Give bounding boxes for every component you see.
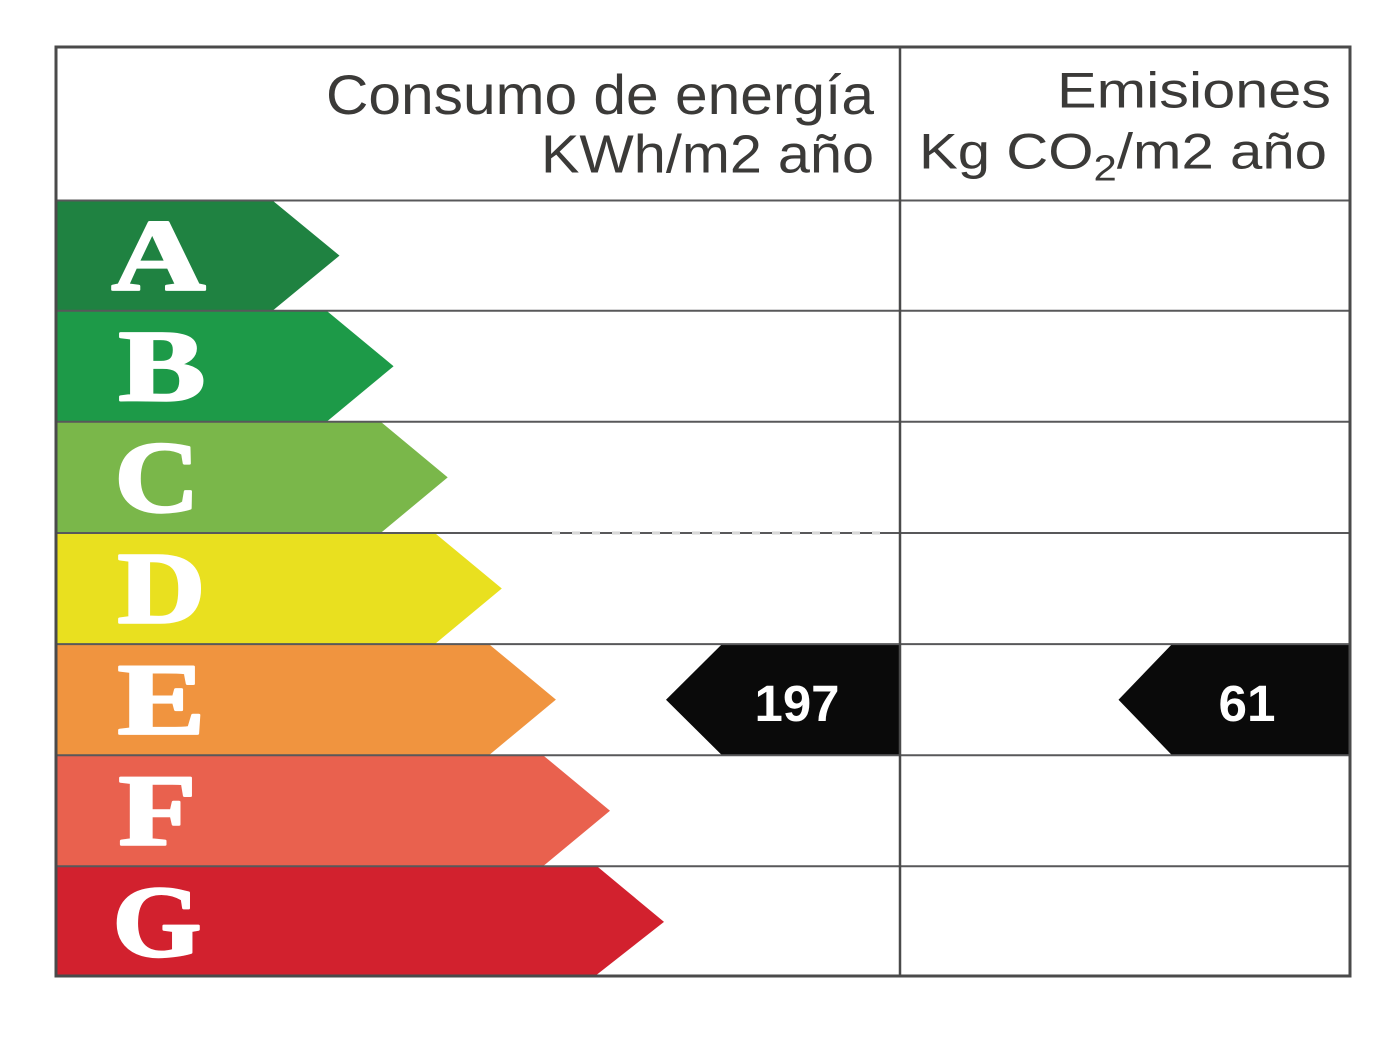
svg-text:Kg CO2/m2 año: Kg CO 2/m2 año bbox=[919, 124, 1327, 189]
svg-text:Emisiones: Emisiones bbox=[1057, 63, 1331, 119]
svg-text:E: E bbox=[118, 644, 206, 757]
svg-text:B: B bbox=[119, 310, 206, 423]
svg-text:KWh/m2 año: KWh/m2 año bbox=[541, 125, 874, 185]
svg-text:D: D bbox=[118, 533, 206, 646]
svg-text:61: 61 bbox=[1219, 675, 1276, 732]
svg-text:C: C bbox=[115, 421, 200, 534]
svg-text:A: A bbox=[112, 200, 206, 313]
svg-text:Consumo de energía: Consumo de energía bbox=[326, 63, 875, 126]
svg-text:197: 197 bbox=[754, 675, 839, 732]
svg-text:F: F bbox=[119, 755, 197, 868]
svg-text:G: G bbox=[113, 866, 202, 979]
